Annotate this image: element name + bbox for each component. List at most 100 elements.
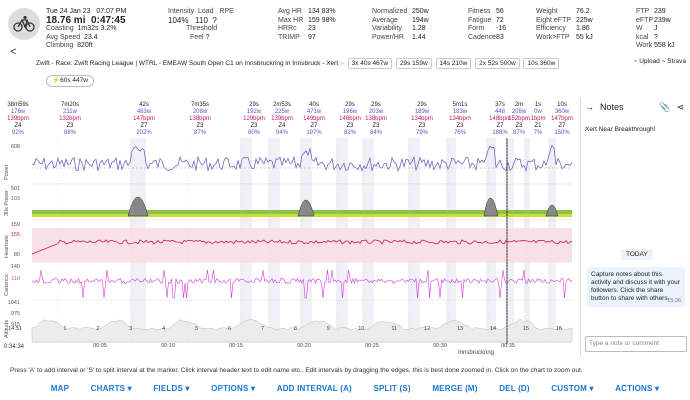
interval-field: 147bpm <box>551 116 573 122</box>
activity-charts[interactable]: 38m59s 176w 139bpm Z4 92% 7m20s 211w 132bpm Z3 88… <box>0 98 578 356</box>
dist-tick: 7 <box>261 326 264 332</box>
dist-tick: 3 <box>129 326 132 332</box>
power30-peak <box>545 204 559 217</box>
interval-field: 84% <box>370 130 383 136</box>
peak-chip[interactable]: 10s 360w <box>523 58 560 69</box>
rpe-value[interactable]: ? <box>212 15 217 25</box>
panel-label: Power <box>4 164 10 180</box>
map-button[interactable]: MAP <box>50 384 70 393</box>
note-text: Capture notes about this activity and di… <box>591 271 680 302</box>
coasting-pct: 3.2% <box>100 25 117 32</box>
peak-chip[interactable]: 3x 40s 467w <box>347 58 393 69</box>
charts-menu[interactable]: CHARTS ▾ <box>90 384 132 393</box>
panel-label: Heartrate <box>4 235 10 258</box>
ftp-label: FTP <box>636 8 650 15</box>
eftp-label: Eight eFTP <box>536 16 572 24</box>
time-tick: 00:25 <box>365 343 379 349</box>
charts-svg[interactable]: 38m59s176w139bpmZ492%7m20s211w132bpmZ388… <box>0 98 578 356</box>
interval-field: 80% <box>248 130 261 136</box>
dist-tick: 8 <box>294 326 297 332</box>
split-button[interactable]: SPLIT (S) <box>373 384 411 393</box>
interval-field: Z4 <box>278 123 286 129</box>
dist-start: 14.51 <box>8 326 22 332</box>
peak-chip[interactable]: 29s 159w <box>395 58 432 69</box>
peak-badge[interactable]: ⚡60s 447w <box>46 75 94 87</box>
interval-field: 1bpm <box>530 116 545 122</box>
cadence-value: 110 <box>11 276 20 282</box>
interval-field: Z7 <box>496 123 504 129</box>
interval-field: 211w <box>63 109 78 115</box>
custom-menu[interactable]: CUSTOM ▾ <box>551 384 594 393</box>
arrow-right-icon[interactable]: → <box>585 102 594 112</box>
note-input[interactable]: Type a note or comment <box>585 336 687 352</box>
max-hr-pct: 98% <box>321 16 336 24</box>
notes-header: → Notes 📎 ⋖ <box>581 98 690 116</box>
breakthrough-note: Xert Near Breakthrough! <box>585 126 656 133</box>
interval-field: 76% <box>454 130 467 136</box>
fields-menu[interactable]: FIELDS ▾ <box>153 384 190 393</box>
delete-button[interactable]: DEL (D) <box>499 384 530 393</box>
interval-field: 29s <box>371 102 381 108</box>
dist-tick: 2 <box>96 326 99 332</box>
paperclip-icon[interactable]: 📎 <box>659 101 671 112</box>
variability-label: Variability <box>372 25 402 32</box>
interval-field: 149bpm <box>303 116 325 122</box>
interval-field: 92% <box>12 130 25 136</box>
activity-title[interactable]: Zwift - Race: Zwift Racing League | WTRL… <box>36 60 339 67</box>
variability-value: 1.28 <box>412 25 426 32</box>
moving-time-value: 0:47:45 <box>91 14 126 26</box>
bolt-icon: ⚡ <box>52 77 61 84</box>
kcal-label: kcal <box>636 33 649 41</box>
actions-menu[interactable]: ACTIONS ▾ <box>615 384 660 393</box>
work-value: 558 kJ <box>654 42 675 49</box>
w-prime-value: J <box>654 25 658 32</box>
average-value: 194w <box>412 16 429 24</box>
interval-field: 360w <box>555 109 570 115</box>
interval-field: Z3 <box>418 123 426 129</box>
interval-field: 87% <box>194 130 207 136</box>
interval-field: 146bpm <box>339 116 361 122</box>
time-tick: 00:30 <box>433 343 447 349</box>
dist-tick: 5 <box>195 326 198 332</box>
time-tick: 00:05 <box>93 343 107 349</box>
avatar[interactable] <box>8 8 40 40</box>
peak-chip[interactable]: 14s 210w <box>435 58 472 69</box>
fitness-value: 56 <box>496 8 504 15</box>
panel-label: Altitude <box>4 320 10 338</box>
alt-tick: 1041 <box>8 300 20 306</box>
interval-field: 29s <box>249 102 259 108</box>
efficiency-value: 1.86 <box>576 25 590 32</box>
interval-field: 7m35s <box>191 102 209 108</box>
back-icon[interactable]: < <box>10 46 17 58</box>
form-value: -16 <box>496 25 507 32</box>
peak-chip[interactable]: 2x 52s 500w <box>475 58 520 69</box>
merge-button[interactable]: MERGE (M) <box>432 384 478 393</box>
upload-strava-link[interactable]: ~ Upload ~ Strava <box>633 58 686 65</box>
summary-col-3: Avg HR 134 83% Max HR 159 98% HRRc 23 TRIMP… <box>278 8 336 42</box>
share-icon[interactable]: ⋖ <box>676 101 684 112</box>
summary-col-6: Weight 76.2 Eight eFTP 225w Efficiency 1.86… <box>536 8 593 42</box>
max-hr-value: 159 <box>308 16 320 24</box>
power30-peak <box>483 197 499 217</box>
ftp-value[interactable]: 239 <box>654 8 666 15</box>
panel-label: Cadence <box>4 274 10 296</box>
feel-value[interactable]: ? <box>205 33 210 41</box>
feel-label: Feel <box>190 33 204 41</box>
dist-tick: 1 <box>63 326 66 332</box>
weight-label: Weight <box>536 8 558 15</box>
trimp-label: TRIMP <box>278 33 300 41</box>
interval-field: 483w <box>137 109 152 115</box>
notes-panel: → Notes 📎 ⋖ Xert Near Breakthrough! TODA… <box>580 98 690 356</box>
dist-tick: 10 <box>358 326 364 332</box>
interval-field: 1s <box>535 102 541 108</box>
weight-value[interactable]: 76.2 <box>576 8 590 15</box>
interval-field: 189w <box>415 109 430 115</box>
power-line <box>31 144 573 172</box>
interval-field: 183w <box>453 109 468 115</box>
options-menu[interactable]: OPTIONS ▾ <box>211 384 256 393</box>
dist-tick: 6 <box>228 326 231 332</box>
avg-speed-label: Avg Speed <box>46 33 81 41</box>
power30-max-tick: 501 <box>11 186 20 192</box>
threshold-label: Threshold <box>186 25 218 32</box>
add-interval-button[interactable]: ADD INTERVAL (A) <box>276 384 352 393</box>
